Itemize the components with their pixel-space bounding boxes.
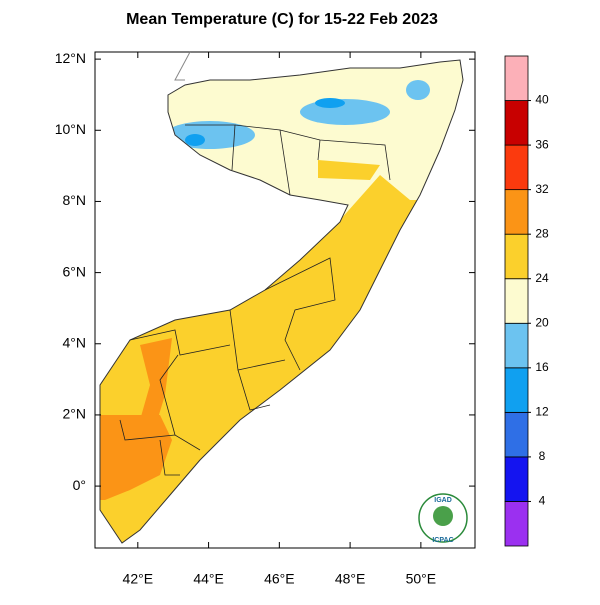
zone-24-28 bbox=[318, 160, 380, 180]
colorbar-segment bbox=[504, 189, 529, 235]
logo-bottom: ICPAC bbox=[432, 537, 453, 544]
zone-28-32 bbox=[140, 338, 172, 420]
colorbar-tick-label: 20 bbox=[535, 315, 549, 329]
y-tick-label: 10°N bbox=[55, 121, 86, 137]
x-tick-label: 46°E bbox=[264, 571, 295, 587]
colorbar-tick-label: 12 bbox=[535, 405, 549, 419]
zone-12-16 bbox=[185, 134, 205, 146]
colorbar-segment bbox=[504, 144, 529, 191]
x-tick-label: 48°E bbox=[335, 571, 366, 587]
logo-map bbox=[433, 506, 453, 526]
colorbar-tick-label: 28 bbox=[535, 226, 549, 240]
x-tick-label: 44°E bbox=[193, 571, 224, 587]
colorbar-tick-label: 36 bbox=[535, 137, 549, 151]
colorbar: 4 8 12 16 20 24 28 32 36 40 bbox=[504, 55, 549, 547]
zone-16-20 bbox=[300, 99, 390, 125]
admin-boundaries bbox=[119, 124, 391, 476]
colorbar-tick-label: 24 bbox=[535, 271, 549, 285]
colorbar-segment bbox=[504, 501, 529, 547]
y-tick-label: 8°N bbox=[63, 192, 87, 208]
zone-28-32 bbox=[100, 415, 172, 500]
y-tick-label: 12°N bbox=[55, 50, 86, 66]
colorbar-tick-label: 4 bbox=[539, 494, 546, 508]
logo: IGAD ICPAC bbox=[418, 493, 468, 544]
colorbar-tick-label: 40 bbox=[535, 93, 549, 107]
colorbar-segment bbox=[504, 55, 529, 101]
colorbar-segment bbox=[504, 367, 529, 413]
colorbar-segment bbox=[504, 411, 529, 458]
colorbar-segment bbox=[504, 456, 529, 502]
colorbar-segment bbox=[504, 322, 529, 369]
y-tick-label: 2°N bbox=[63, 406, 87, 422]
colorbar-tick-label: 32 bbox=[535, 182, 549, 196]
logo-top: IGAD bbox=[434, 497, 452, 504]
y-tick-label: 0° bbox=[73, 477, 86, 493]
x-tick-label: 50°E bbox=[406, 571, 437, 587]
zone-12-16 bbox=[315, 98, 345, 108]
y-tick-label: 4°N bbox=[63, 334, 87, 350]
axes: 42°E 44°E 46°E 48°E 50°E 12°N 10°N 8°N 6°N 4°N 2°N… bbox=[55, 50, 475, 587]
y-tick-label: 6°N bbox=[63, 263, 87, 279]
zone-16-20 bbox=[406, 80, 430, 100]
x-tick-label: 42°E bbox=[123, 571, 154, 587]
colorbar-segment bbox=[504, 100, 529, 146]
colorbar-tick-label: 16 bbox=[535, 360, 549, 374]
colorbar-segment bbox=[504, 233, 529, 280]
border bbox=[174, 51, 191, 81]
title: Mean Temperature (C) for 15-22 Feb 2023 bbox=[126, 11, 438, 28]
colorbar-tick-label: 8 bbox=[539, 449, 546, 463]
colorbar-segment bbox=[504, 278, 529, 324]
